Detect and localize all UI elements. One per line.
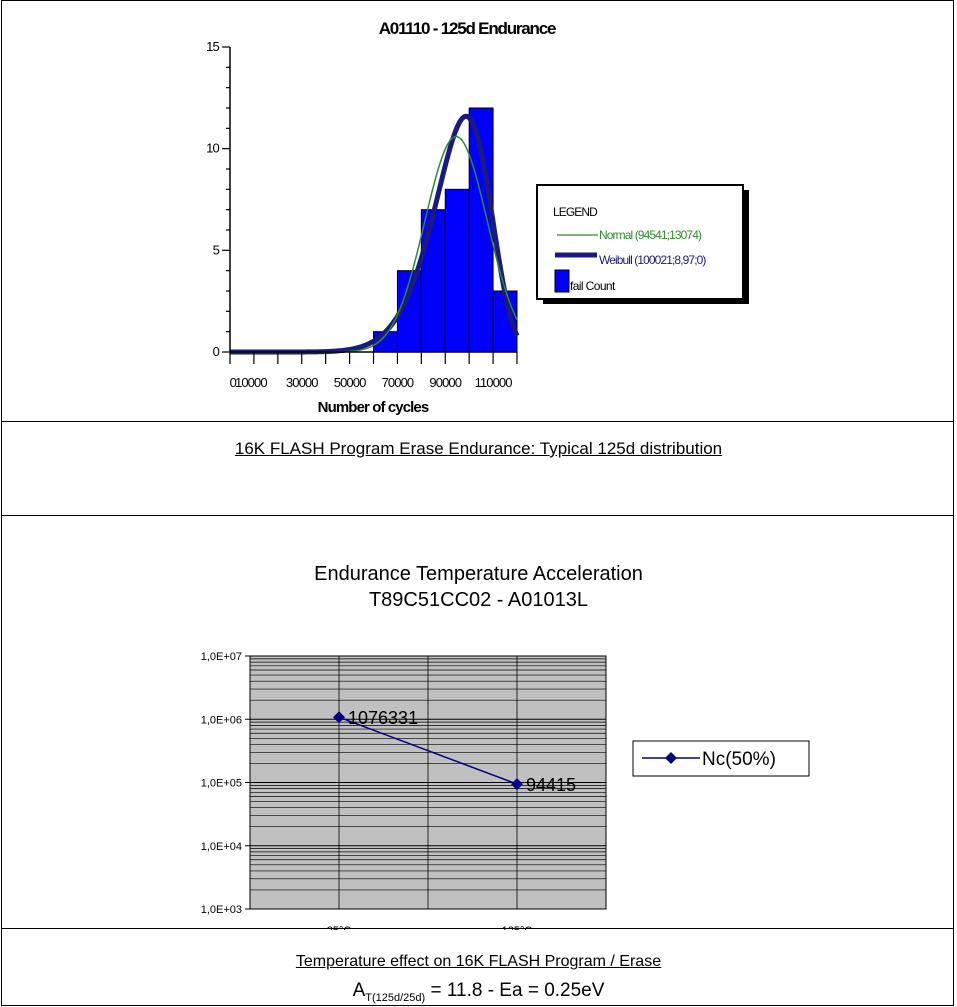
acceleration-formula: AT(125d/25d) = 11.8 - Ea = 0.25eV [0,980,957,1004]
temperature-line-chart: 1,0E+03 1,0E+04 1,0E+05 1,0E+06 1,0E+07 25°C 1… [201,651,810,930]
histogram-title: A01110 - 125d Endurance [379,19,556,38]
legend-weibull-label: Weibull (100021;8,97;0) [599,253,706,267]
line-chart-title-2: T89C51CC02 - A01013L [368,589,589,611]
histogram-x-tick-label: 30000 [286,375,318,390]
data-label-1: 94415 [526,775,576,795]
legend-box [536,184,744,300]
line-y-tick-label: 1,0E+07 [201,651,242,663]
line-y-tick-label: 1,0E+03 [201,904,242,916]
legend-bar-swatch [554,269,570,293]
legend-heading: LEGEND [553,205,598,219]
line-chart-title-1: Endurance Temperature Acceleration [314,563,643,585]
line-x-tick-label: 125°C [502,925,533,930]
divider-2 [1,515,954,516]
data-label-0: 1076331 [348,708,418,728]
histogram-y-tick-label: 10 [206,141,219,156]
legend-bar-label: fail Count [570,279,616,293]
formula-subscript: T(125d/25d) [365,991,426,1004]
line-y-tick-label: 1,0E+06 [201,714,242,726]
formula-rest: = 11.8 - Ea = 0.25eV [425,980,605,1001]
line-legend-label: Nc(50%) [702,749,776,770]
histogram-x-label: Number of cycles [318,399,429,416]
line-y-tick-label: 1,0E+05 [201,778,242,790]
histogram-x-tick-label: 10000 [235,375,267,390]
formula-base: A [352,980,366,1001]
line-y-tick-label: 1,0E+04 [201,841,242,853]
legend-normal-label: Normal (94541;13074) [599,228,702,242]
divider-3 [1,928,954,929]
histogram-y-tick-label: 0 [213,344,220,359]
line-x-tick-label: 25°C [327,925,352,930]
histogram-x-tick-label: 50000 [334,375,366,390]
histogram-bar-3 [444,188,470,353]
series-point-1 [511,778,523,791]
histogram-bar-2 [420,209,446,353]
line-legend: Nc(50%) [632,740,810,777]
caption-histogram: 16K FLASH Program Erase Endurance: Typic… [234,439,723,458]
divider-1 [1,421,954,422]
caption-line-chart: Temperature effect on 16K FLASH Program … [295,953,662,970]
histogram-x-tick-label: 110000 [475,375,513,390]
series-point-0 [333,711,345,724]
histogram-y-tick-label: 15 [206,39,219,54]
histogram-y-tick-label: 5 [213,242,220,257]
histogram-x-tick-label: 90000 [429,375,461,390]
line-legend-marker [665,752,677,764]
histogram-x-tick-label: 70000 [382,375,414,390]
histogram-x-tick-label: 0 [230,375,237,390]
series-line [338,716,518,785]
